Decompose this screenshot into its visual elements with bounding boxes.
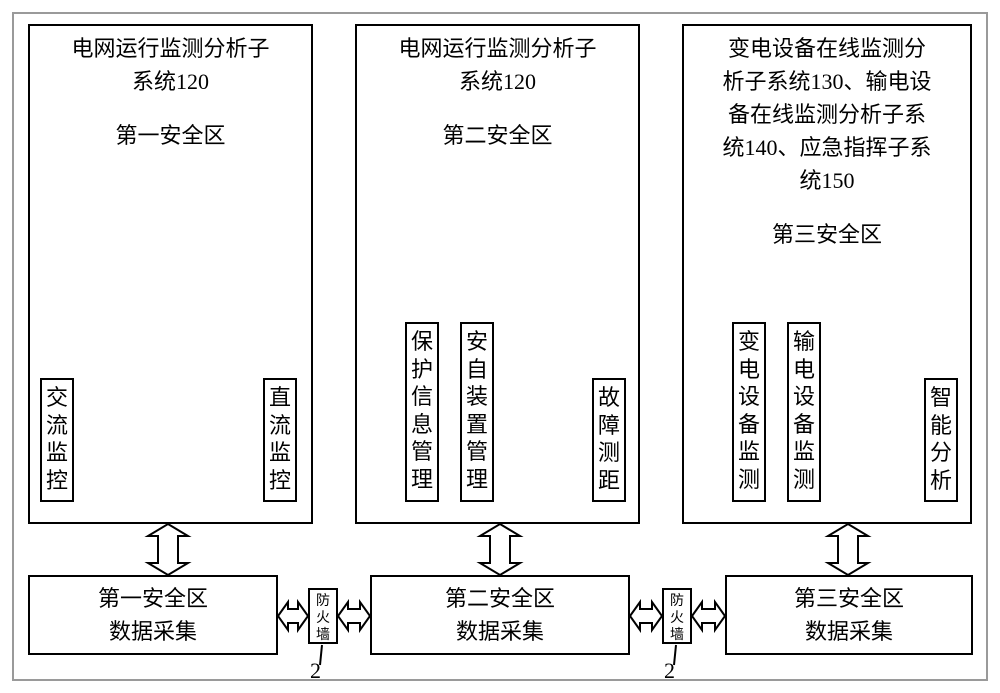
callout-label: 2: [310, 658, 321, 684]
zone-title: 电网运行监测分析子系统120: [30, 26, 311, 98]
module-m-line: 输电设备监测: [787, 322, 821, 502]
collector-c1: 第一安全区数据采集: [28, 575, 278, 655]
module-m-dc: 直流监控: [263, 378, 297, 502]
collector-line2: 数据采集: [727, 615, 971, 648]
module-m-ac: 交流监控: [40, 378, 74, 502]
zone-title-line: 统140、应急指挥子系: [692, 131, 962, 164]
zone-subtitle: 第二安全区: [357, 118, 638, 150]
zone-subtitle: 第一安全区: [30, 118, 311, 150]
module-m-sub: 变电设备监测: [732, 322, 766, 502]
module-m-fault: 故障测距: [592, 378, 626, 502]
callout-label: 2: [664, 658, 675, 684]
module-m-prot: 保护信息管理: [405, 322, 439, 502]
zone-title-line: 系统120: [365, 65, 630, 98]
zone-title: 电网运行监测分析子系统120: [357, 26, 638, 98]
zone-title-line: 备在线监测分析子系: [692, 98, 962, 131]
zone-title-line: 析子系统130、输电设: [692, 65, 962, 98]
collector-line2: 数据采集: [30, 615, 276, 648]
collector-line2: 数据采集: [372, 615, 628, 648]
firewall-fw1: 防火墙: [308, 588, 338, 644]
module-m-safe: 安自装置管理: [460, 322, 494, 502]
collector-line1: 第三安全区: [727, 582, 971, 615]
zone-title: 变电设备在线监测分析子系统130、输电设备在线监测分析子系统140、应急指挥子系…: [684, 26, 970, 197]
zone-title-line: 统150: [692, 164, 962, 197]
collector-line1: 第一安全区: [30, 582, 276, 615]
zone-title-line: 电网运行监测分析子: [365, 32, 630, 65]
firewall-fw2: 防火墙: [662, 588, 692, 644]
collector-c3: 第三安全区数据采集: [725, 575, 973, 655]
zone-title-line: 系统120: [38, 65, 303, 98]
collector-line1: 第二安全区: [372, 582, 628, 615]
zone-title-line: 电网运行监测分析子: [38, 32, 303, 65]
zone-title-line: 变电设备在线监测分: [692, 32, 962, 65]
collector-c2: 第二安全区数据采集: [370, 575, 630, 655]
module-m-ai: 智能分析: [924, 378, 958, 502]
zone-subtitle: 第三安全区: [684, 217, 970, 249]
